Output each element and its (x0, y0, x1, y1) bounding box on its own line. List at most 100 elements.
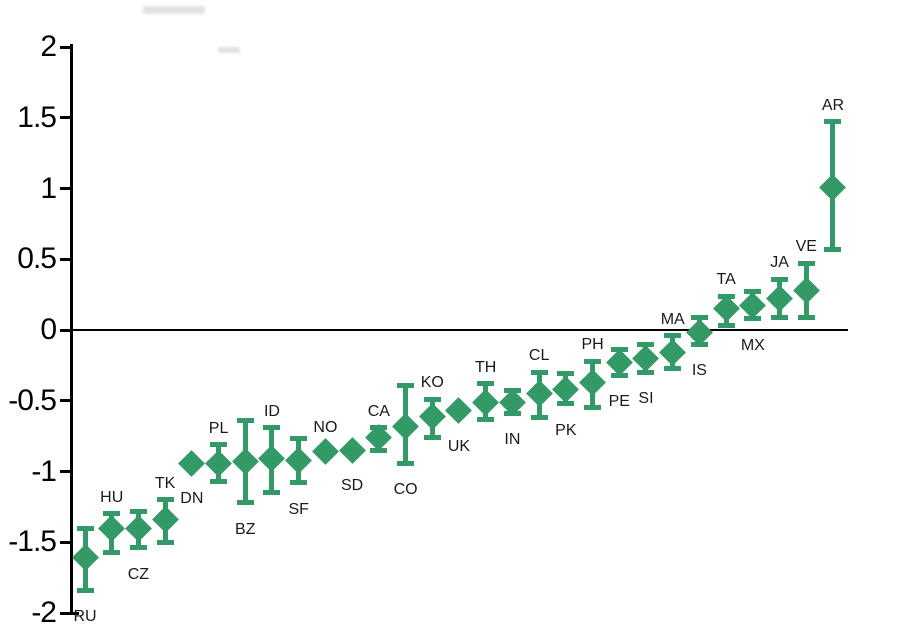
error-bar-cap-top (664, 333, 682, 339)
error-bar-cap-top (210, 442, 228, 448)
error-bar-cap-top (824, 119, 842, 125)
y-axis-tick (60, 45, 70, 49)
country-label: NO (313, 418, 338, 436)
country-label: TK (154, 474, 176, 492)
data-point-diamond (285, 446, 313, 474)
data-point-diamond (258, 445, 286, 473)
error-bar-cap-bottom (236, 500, 254, 506)
y-axis-tick (60, 328, 70, 332)
data-point-diamond (231, 448, 259, 476)
country-label: TA (716, 271, 736, 289)
y-axis-tick (60, 399, 70, 403)
y-tick-label: 1 (40, 171, 57, 205)
y-tick-label: -1.5 (8, 525, 57, 559)
data-point-diamond (205, 449, 232, 477)
y-tick-label: 0.5 (17, 242, 57, 276)
data-point-diamond (632, 344, 660, 372)
country-label: SF (288, 500, 309, 518)
data-point-diamond (151, 506, 179, 534)
country-label: BZ (235, 520, 256, 538)
data-point-diamond (472, 388, 500, 416)
y-tick-label: 0 (40, 313, 57, 346)
data-point-diamond (418, 402, 446, 430)
country-label: AR (821, 96, 845, 114)
error-bar-cap-top (584, 358, 602, 364)
country-label: ID (263, 402, 280, 420)
data-point-diamond (445, 397, 473, 425)
country-label: RU (73, 608, 97, 626)
y-axis-tick (60, 540, 70, 544)
error-bar-cap-bottom (771, 314, 789, 320)
country-label: IN (504, 431, 521, 449)
country-label: PL (208, 419, 229, 437)
country-label: MA (660, 310, 685, 328)
zero-reference-line (70, 329, 848, 331)
error-bar-cap-top (744, 289, 762, 295)
data-point-diamond (552, 375, 580, 403)
error-bar-cap-bottom (103, 549, 121, 555)
error-bar-cap-bottom (664, 365, 682, 371)
y-axis-tick (60, 257, 70, 261)
error-bar-cap-bottom (129, 545, 147, 551)
y-axis-tick-foot (70, 611, 79, 615)
y-axis-tick (60, 470, 70, 473)
error-bar-cap-top (129, 508, 147, 514)
error-bar-cap-bottom (76, 587, 94, 593)
error-bar-cap-top (557, 371, 575, 377)
data-point-diamond (579, 368, 606, 396)
error-bar-cap-bottom (290, 480, 308, 486)
country-label: JA (770, 254, 789, 272)
y-axis-tick (60, 611, 70, 615)
country-label: PK (555, 421, 577, 439)
data-point-diamond (525, 380, 553, 408)
country-label: CL (528, 347, 550, 365)
error-bar-cap-top (263, 425, 281, 431)
error-bar-cap-bottom (797, 314, 815, 320)
country-label: MX (740, 336, 765, 354)
scan-artifact (218, 47, 240, 53)
country-label: UK (447, 437, 471, 455)
data-point-diamond (311, 438, 339, 466)
data-point-diamond (792, 276, 820, 304)
error-bar-cap-top (771, 276, 789, 282)
data-point-diamond (124, 514, 152, 542)
country-label: IS (691, 362, 707, 380)
error-bar-cap-top (290, 436, 308, 442)
error-bar-cap-bottom (156, 539, 174, 545)
country-label: HU (100, 488, 124, 506)
error-bar-cap-top (76, 525, 94, 531)
error-bar-cap-top (690, 314, 708, 320)
scan-artifact (143, 6, 205, 14)
data-point-diamond (712, 295, 740, 323)
data-point-diamond (338, 436, 366, 464)
country-label: VE (795, 238, 817, 256)
country-label: PE (608, 393, 630, 411)
data-point-diamond (178, 449, 206, 477)
error-bar-cap-bottom (423, 435, 441, 441)
error-bar-cap-top (530, 369, 548, 375)
error-bar-cap-bottom (744, 316, 762, 322)
error-bar-cap-bottom (637, 369, 655, 375)
error-bar-cap-bottom (477, 416, 495, 422)
error-bar-cap-bottom (263, 490, 281, 496)
error-bar-cap-bottom (717, 323, 735, 329)
error-bar-cap-top (397, 382, 415, 388)
error-bar-cap-bottom (530, 415, 548, 421)
error-bar-cap-bottom (824, 246, 842, 252)
country-label: CZ (127, 565, 150, 583)
y-axis-tick (60, 187, 70, 190)
y-tick-label: 2 (40, 30, 57, 63)
country-label: TH (475, 358, 497, 376)
error-bar-cap-bottom (210, 478, 228, 484)
y-tick-label: -1 (31, 454, 57, 488)
error-bar-cap-top (797, 260, 815, 266)
data-point-diamond (71, 544, 99, 572)
error-bar-cap-top (236, 418, 254, 424)
error-bar-cap-bottom (557, 401, 575, 407)
y-tick-label: -0.5 (8, 383, 57, 417)
error-bar-cap-top (477, 381, 495, 387)
data-point-diamond (819, 173, 847, 201)
country-label: CA (367, 402, 390, 420)
country-label: KO (420, 374, 444, 392)
